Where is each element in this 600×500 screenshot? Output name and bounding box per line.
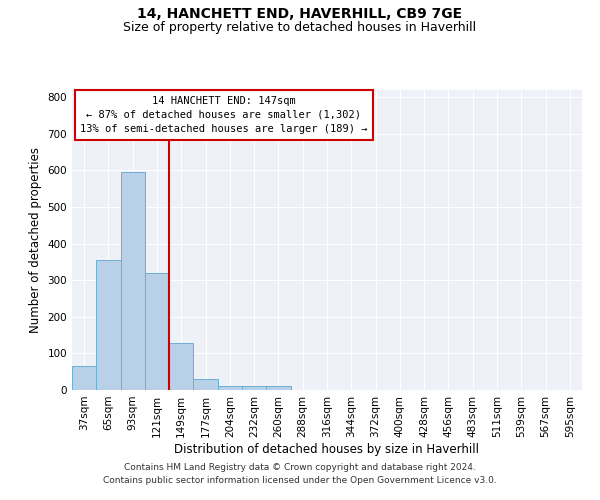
Text: 14, HANCHETT END, HAVERHILL, CB9 7GE: 14, HANCHETT END, HAVERHILL, CB9 7GE (137, 8, 463, 22)
Bar (169, 343, 193, 390)
Text: Size of property relative to detached houses in Haverhill: Size of property relative to detached ho… (124, 21, 476, 34)
Bar (193, 379, 218, 390)
Bar (121, 172, 145, 390)
Bar (242, 386, 266, 390)
Text: Contains public sector information licensed under the Open Government Licence v3: Contains public sector information licen… (103, 476, 497, 485)
Bar (266, 386, 290, 390)
Bar (96, 260, 121, 390)
FancyBboxPatch shape (74, 90, 373, 140)
Bar (72, 366, 96, 390)
Bar (145, 273, 169, 390)
Text: Contains HM Land Registry data © Crown copyright and database right 2024.: Contains HM Land Registry data © Crown c… (124, 464, 476, 472)
Bar (218, 386, 242, 390)
Text: Distribution of detached houses by size in Haverhill: Distribution of detached houses by size … (175, 442, 479, 456)
Y-axis label: Number of detached properties: Number of detached properties (29, 147, 42, 333)
Text: 14 HANCHETT END: 147sqm
← 87% of detached houses are smaller (1,302)
13% of semi: 14 HANCHETT END: 147sqm ← 87% of detache… (80, 96, 367, 134)
